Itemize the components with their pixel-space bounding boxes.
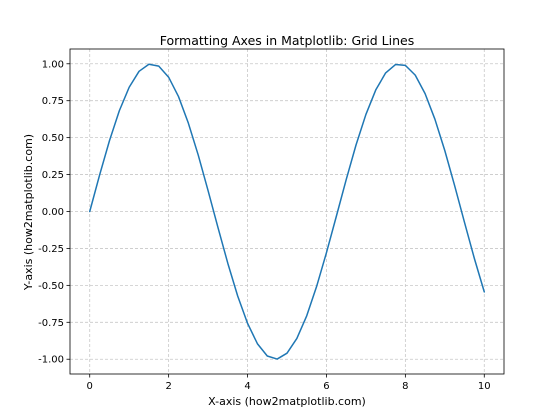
x-tick-label: 8 <box>402 381 408 392</box>
x-tick-label: 4 <box>244 381 250 392</box>
x-axis-ticks: 0 2 4 6 8 10 <box>87 374 491 392</box>
y-tick-label: 0.50 <box>42 133 64 144</box>
x-tick-label: 2 <box>165 381 171 392</box>
y-tick-label: 0.25 <box>42 170 64 181</box>
y-tick-label: -1.00 <box>38 355 64 366</box>
y-tick-label: -0.50 <box>38 281 64 292</box>
x-tick-label: 0 <box>87 381 93 392</box>
y-axis-label: Y-axis (how2matplotlib.com) <box>22 134 35 291</box>
y-axis-ticks: 1.00 0.75 0.50 0.25 0.00 -0.25 -0.50 -0.75 -1.00 <box>38 59 70 366</box>
x-axis-label: X-axis (how2matplotlib.com) <box>208 395 366 408</box>
grid-lines <box>70 49 504 374</box>
y-tick-label: 0.00 <box>42 207 64 218</box>
x-tick-label: 10 <box>478 381 491 392</box>
y-tick-label: 0.75 <box>42 96 64 107</box>
chart-title: Formatting Axes in Matplotlib: Grid Line… <box>160 33 415 48</box>
x-tick-label: 6 <box>323 381 329 392</box>
y-tick-label: -0.75 <box>38 318 64 329</box>
series-layer <box>88 63 486 360</box>
series-line <box>88 63 486 360</box>
y-tick-label: -0.25 <box>38 244 64 255</box>
y-tick-label: 1.00 <box>42 59 64 70</box>
